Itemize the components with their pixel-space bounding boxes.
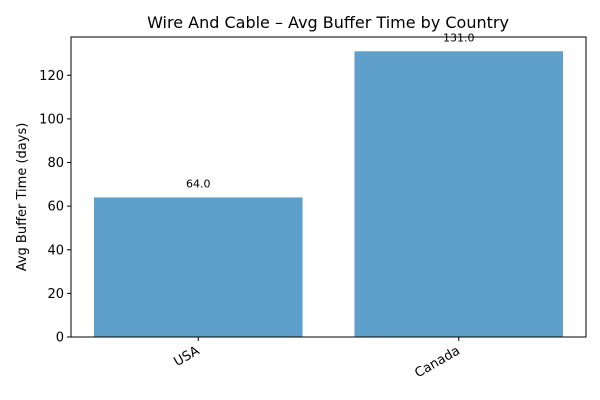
- data-label-usa: 64.0: [186, 177, 211, 190]
- x-tick-label-canada: Canada: [412, 343, 462, 381]
- y-tick-label: 0: [56, 331, 64, 346]
- bar-usa: [94, 197, 303, 337]
- data-label-canada: 131.0: [443, 31, 475, 44]
- y-tick-label: 100: [39, 112, 64, 127]
- x-tick-label-usa: USA: [171, 343, 202, 369]
- plot-area: 64.0 USA 131.0 Canada 0 20 40 60 80 100 120: [39, 31, 587, 381]
- chart-title: Wire And Cable – Avg Buffer Time by Coun…: [147, 13, 509, 32]
- y-axis-label: Avg Buffer Time (days): [15, 123, 30, 272]
- y-tick-label: 120: [39, 69, 64, 84]
- y-tick-label: 80: [47, 156, 64, 171]
- y-tick-label: 60: [47, 200, 64, 215]
- y-tick-label: 40: [47, 243, 64, 258]
- axes-frame: [70, 36, 587, 338]
- y-tick-label: 20: [47, 287, 64, 302]
- bar-canada: [354, 51, 563, 338]
